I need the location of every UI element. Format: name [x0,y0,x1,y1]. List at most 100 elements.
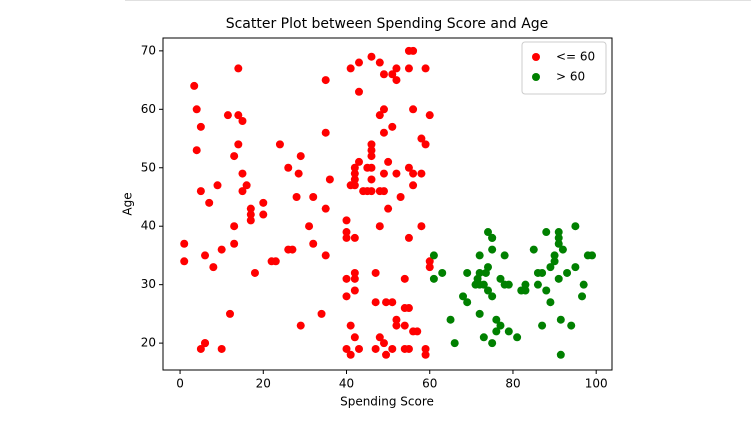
point [342,344,351,353]
point [342,216,351,225]
point [388,70,397,79]
x-axis-label: Spending Score [340,395,434,409]
point [246,216,255,225]
point [496,321,505,330]
point [292,192,301,201]
point [404,304,413,313]
point [500,251,509,260]
point [379,128,388,137]
point [350,163,359,172]
point [371,268,380,277]
point [388,122,397,131]
point [475,309,484,318]
point [384,157,393,166]
point [250,268,259,277]
point [367,152,376,161]
point [367,187,376,196]
point [309,192,318,201]
point [354,87,363,96]
point [321,128,330,137]
point [483,263,492,272]
point [190,81,199,90]
point [367,175,376,184]
point [325,175,334,184]
point [409,169,418,178]
x-tick-label: 80 [505,377,520,391]
point [217,344,226,353]
point [354,157,363,166]
point [438,268,447,277]
point [375,333,384,342]
point [550,251,559,260]
point [234,140,243,149]
point [563,268,572,277]
point [382,298,391,307]
plot-frame [162,37,613,371]
point [392,64,401,73]
point [342,228,351,237]
point [379,187,388,196]
point [379,70,388,79]
point [504,327,513,336]
point [417,222,426,231]
x-tick-label: 20 [256,377,271,391]
point [429,274,438,283]
point [388,344,397,353]
point [223,111,232,120]
point [492,327,501,336]
point [392,169,401,178]
point [350,169,359,178]
y-tick-label: 20 [141,336,156,350]
point [429,251,438,260]
point [196,122,205,131]
y-tick-label: 70 [141,43,156,57]
point [246,210,255,219]
point [446,315,455,324]
point [296,321,305,330]
point [417,134,426,143]
point [238,169,247,178]
point [479,280,488,289]
point [350,233,359,242]
chart-title: Scatter Plot between Spending Score and … [226,16,549,32]
point [578,292,587,301]
point [192,146,201,155]
point [392,321,401,330]
point [350,274,359,283]
point [538,321,547,330]
point [309,239,318,248]
point [367,163,376,172]
point [196,344,205,353]
point [483,228,492,237]
point [192,105,201,114]
point [421,350,430,359]
point [321,251,330,260]
point [379,105,388,114]
y-axis-label: Age [121,192,135,215]
point [556,350,565,359]
point [554,228,563,237]
point [409,46,418,55]
point [246,204,255,213]
point [379,339,388,348]
point [392,315,401,324]
point [321,204,330,213]
point [588,251,597,260]
point [382,350,391,359]
point [388,298,397,307]
point [546,263,555,272]
point [579,280,588,289]
point [346,321,355,330]
point [425,111,434,120]
point [213,181,222,190]
y-tick-label: 40 [141,219,156,233]
point [379,169,388,178]
point [417,169,426,178]
point [350,333,359,342]
point [459,292,468,301]
point [321,76,330,85]
point [409,181,418,190]
point [521,280,530,289]
point [488,233,497,242]
